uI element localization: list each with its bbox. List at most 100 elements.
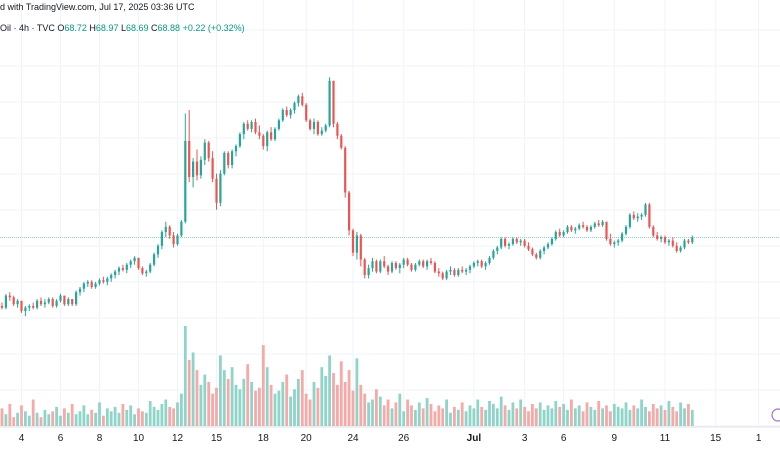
volume-bar [293, 389, 296, 426]
volume-bar [605, 405, 608, 426]
candle-body [351, 230, 355, 253]
time-axis: 4 6 8 10 12 15 18 20 24 26 Jul 3 6 9 11 15 1 [19, 433, 762, 444]
candle-body [535, 254, 538, 258]
volume-bar [460, 402, 464, 426]
candle-body [468, 266, 472, 270]
volume-bar [39, 417, 43, 426]
candle-body [465, 269, 468, 272]
volume-bar [687, 403, 690, 426]
candle [371, 257, 374, 272]
candle [402, 257, 405, 269]
volume-bar [359, 384, 363, 426]
compare-circle-icon[interactable] [771, 408, 780, 422]
candle-body [648, 204, 651, 227]
candle [59, 293, 62, 303]
candle-body [24, 307, 27, 312]
volume-bar [519, 399, 523, 426]
open-value: 68.72 [64, 23, 87, 33]
chart-grid [0, 0, 780, 427]
volume-bar [347, 370, 351, 426]
candle-body [422, 261, 425, 267]
change-value: +0.22 (+0.32%) [182, 23, 245, 33]
candle [192, 158, 195, 188]
candle [297, 94, 300, 107]
volume-bar [585, 402, 589, 426]
candle [141, 266, 144, 275]
candle [20, 300, 23, 313]
candle-body [309, 120, 312, 129]
volume-bar [137, 408, 140, 426]
candle [679, 245, 682, 253]
candle-body [523, 240, 526, 246]
candle-body [562, 232, 565, 236]
candle-body [28, 305, 31, 308]
candle [133, 256, 136, 265]
candle-body [531, 249, 534, 255]
candle-body [316, 122, 319, 135]
candle [32, 302, 35, 310]
candle [433, 261, 436, 274]
candle-body [328, 80, 331, 126]
candle-body [320, 130, 323, 135]
candle [277, 118, 280, 131]
candle-body [117, 268, 121, 272]
candle-body [36, 300, 39, 308]
candle-body [110, 275, 113, 279]
candle-body [691, 237, 694, 243]
volume-bar [152, 406, 156, 426]
volume-bar [624, 402, 628, 426]
legend-ohlc: Oil · 4h · TVC O68.72 H68.97 L68.69 C68.… [0, 23, 245, 33]
candle [628, 213, 631, 229]
volume-bar [168, 406, 172, 426]
volume-bar [312, 381, 316, 426]
candle-body [312, 122, 316, 129]
candle [24, 305, 27, 317]
candle [184, 113, 187, 224]
volume-bar [503, 405, 507, 426]
candle [472, 261, 475, 269]
volume-bar [558, 406, 562, 426]
publish-text: d with TradingView.com, Jul 17, 2025 03:… [0, 2, 195, 12]
time-axis-label: 11 [660, 433, 671, 444]
candle-body [180, 221, 183, 236]
candle-body [566, 226, 569, 233]
volume-bar [453, 406, 456, 426]
candle [8, 292, 11, 301]
candle-body [47, 299, 50, 303]
volume-bar [417, 402, 421, 426]
candle-body [153, 254, 156, 265]
candle [597, 220, 600, 227]
candle [410, 262, 413, 272]
candle-body [168, 226, 171, 236]
time-axis-label: 18 [258, 433, 270, 444]
volume-bar [82, 405, 86, 426]
candle [258, 125, 261, 140]
volume-bar [367, 402, 370, 426]
symbol-label[interactable]: Oil · 4h · TVC [0, 23, 55, 33]
candle [656, 232, 659, 241]
candle [340, 134, 343, 150]
candle-body [609, 238, 612, 245]
candle [12, 295, 15, 306]
volume-bar [429, 403, 433, 426]
candle [289, 108, 292, 119]
open-key: O [57, 23, 65, 33]
volume-bar [180, 393, 183, 426]
volume-bar [550, 408, 554, 426]
volume-bar [499, 396, 503, 426]
candle-body [617, 240, 620, 243]
candle [601, 220, 604, 227]
candle [168, 225, 171, 239]
volume-bar [176, 402, 179, 426]
candle [117, 266, 121, 275]
candle-body [293, 103, 296, 110]
candle-body [488, 257, 491, 263]
candle-body [4, 295, 7, 308]
candle [422, 259, 425, 269]
volume-bar [35, 412, 39, 426]
volume-bar [277, 390, 281, 426]
candle-body [507, 244, 511, 246]
candle [667, 238, 670, 246]
